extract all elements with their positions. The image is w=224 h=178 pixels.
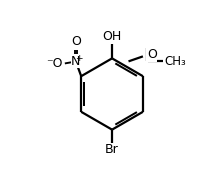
Text: N: N: [71, 55, 80, 68]
Text: O: O: [147, 48, 157, 61]
Text: ⁻O: ⁻O: [47, 57, 63, 70]
Text: +: +: [75, 54, 82, 63]
Text: CH₃: CH₃: [164, 55, 186, 68]
Text: OH: OH: [102, 30, 122, 43]
Text: O: O: [71, 35, 81, 48]
Text: Br: Br: [105, 143, 119, 156]
